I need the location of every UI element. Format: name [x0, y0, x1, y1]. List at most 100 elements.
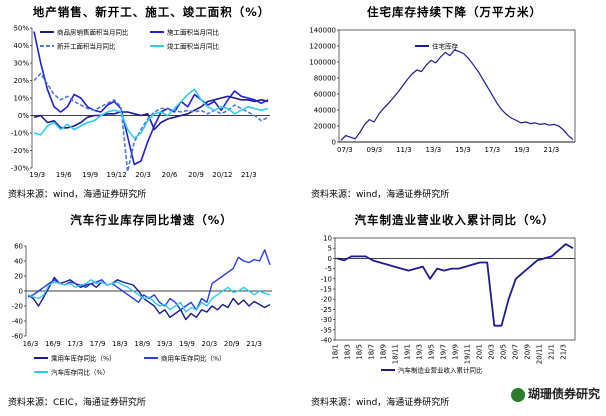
x-tick-label: 19/3	[514, 146, 530, 154]
x-tick-label: 18/1	[331, 344, 339, 360]
y-tick-label: -40	[321, 337, 332, 345]
y-tick-label: -10	[321, 275, 332, 283]
x-tick-label: 20/9	[188, 171, 204, 179]
x-tick-label: 20/6	[162, 171, 178, 179]
x-tick-label: 20/12	[212, 171, 232, 179]
chart-housing-inventory: 1400001200001000008000060000400002000000…	[309, 27, 576, 154]
x-tick-label: 19/9	[82, 171, 98, 179]
x-tick-label: 13/3	[426, 146, 442, 154]
series-line-1	[27, 249, 271, 311]
y-tick-label: 10	[323, 235, 332, 243]
x-tick-label: 21/3	[241, 171, 257, 179]
x-tick-label: 20/3	[135, 171, 151, 179]
legend-label-1: 施工面积当月同比	[167, 28, 220, 37]
x-tick-label: 19/3	[415, 344, 423, 360]
legend-label-3: 竣工面积当月同比	[167, 42, 220, 51]
x-tick-label: 19/9	[179, 340, 195, 348]
x-tick-label: 19/5	[427, 344, 435, 360]
legend-label-0: 住宅库存	[432, 42, 459, 51]
x-tick-label: 19/3	[157, 340, 173, 348]
y-tick-label: 0	[19, 288, 23, 296]
y-tick-label: 120000	[309, 43, 336, 51]
x-tick-label: 15/3	[455, 146, 471, 154]
x-tick-label: 16/3	[23, 340, 39, 348]
y-tick-label: -60	[12, 333, 23, 341]
legend-label-0: 乘用车库存同比（%）	[51, 354, 116, 363]
y-tick-label: -30%	[11, 165, 29, 173]
x-tick-label: 20/9	[523, 344, 531, 360]
y-tick-label: -35	[321, 326, 332, 334]
legend-label-0: 汽车制造业营业收入累计同比	[398, 366, 483, 375]
x-tick-label: 11/3	[396, 146, 412, 154]
y-tick-label: 0	[328, 255, 332, 263]
y-tick-label: 0%	[18, 112, 29, 120]
y-tick-label: 80000	[314, 75, 336, 83]
legend-label-2: 新开工面积当月同比	[57, 42, 116, 51]
series-line-1	[33, 31, 269, 166]
chart-source: 资料来源：wind，海通证券研究所	[311, 190, 450, 200]
watermark-text: 瑚珊债券研究	[527, 387, 600, 401]
panel-auto-inventory: 汽车行业库存同比增速（%） 60 40 20 0 -20 -40 -60 16/3 16/9 17…	[0, 208, 303, 416]
y-tick-label: -15	[321, 286, 332, 294]
x-tick-label: 20/7	[511, 344, 519, 360]
x-tick-label: 07/3	[337, 146, 353, 154]
panel-housing-inventory: 住宅库存持续下降（万平方米） 140000 120000 100000 80000 60…	[303, 0, 606, 208]
y-tick-label: 60	[14, 243, 23, 251]
x-tick-label: 18/3	[343, 344, 351, 360]
y-tick-label: 40%	[13, 42, 29, 50]
x-tick-label: 19/3	[29, 171, 45, 179]
x-tick-label: 16/9	[45, 340, 61, 348]
y-tick-label: -20	[12, 303, 23, 311]
y-tick-label: 5	[328, 245, 332, 253]
series-line-0	[336, 243, 574, 327]
x-tick-label: 17/3	[67, 340, 83, 348]
x-tick-label: 18/7	[367, 344, 375, 360]
x-tick-label: 21/1	[547, 344, 555, 360]
y-tick-label: 40	[14, 258, 23, 266]
y-tick-label: 20%	[13, 77, 29, 85]
x-tick-label: 20/3	[487, 344, 495, 360]
panel-real-estate: 地产销售、新开工、施工、竣工面积（%） 50% 40% 30% 20% 10% 0% -10…	[0, 0, 303, 208]
series-line-3	[33, 88, 269, 140]
x-tick-label: 17/9	[90, 340, 106, 348]
x-tick-label: 20/1	[475, 344, 483, 360]
x-tick-label: 21/3	[544, 146, 560, 154]
y-tick-label: 100000	[309, 59, 336, 67]
y-tick-label: 20000	[314, 123, 336, 131]
series-line-2	[27, 279, 271, 313]
x-tick-label: 18/3	[112, 340, 128, 348]
y-tick-label: -5	[325, 265, 332, 273]
x-tick-label: 09/3	[367, 146, 383, 154]
x-tick-label: 18/9	[134, 340, 150, 348]
x-tick-label: 18/9	[379, 344, 387, 360]
chart-source: 资料来源：wind，海通证券研究所	[8, 190, 147, 200]
x-tick-label: 19/6	[56, 171, 72, 179]
y-tick-label: 10%	[13, 95, 29, 103]
x-tick-label: 19/1	[403, 344, 411, 360]
series-line-0	[27, 276, 271, 321]
x-tick-label: 19/7	[439, 344, 447, 360]
x-tick-label: 19/12	[107, 171, 127, 179]
y-tick-label: 40000	[314, 107, 336, 115]
y-tick-label: 60000	[314, 91, 336, 99]
plot-frame	[334, 237, 576, 341]
x-tick-label: 20/3	[202, 340, 218, 348]
chart-source: 资料来源：CEIC，海通证券研究所	[8, 398, 146, 408]
y-tick-label: -20	[321, 296, 332, 304]
legend-label-1: 商用车库存同比（%）	[161, 354, 226, 363]
y-tick-label: -20%	[11, 147, 29, 155]
chart-title: 地产销售、新开工、施工、竣工面积（%）	[32, 5, 271, 19]
x-tick-label: 18/11	[391, 344, 399, 364]
panel-auto-revenue: 汽车制造业营业收入累计同比（%） 10 5 0 -5 -10 -15 -20 -25 -30 -3…	[303, 208, 606, 416]
chart-title: 汽车行业库存同比增速（%）	[70, 213, 233, 227]
x-tick-label: 20/5	[499, 344, 507, 360]
y-tick-label: 30%	[13, 60, 29, 68]
x-tick-label: 21/3	[246, 340, 262, 348]
series-line-0	[340, 49, 574, 141]
legend-label-0: 商品房销售面积当月同比	[57, 28, 129, 37]
wechat-icon	[510, 387, 525, 402]
series-line-0	[33, 95, 269, 131]
y-tick-label: -40	[12, 318, 23, 326]
y-tick-label: 0	[332, 139, 336, 147]
